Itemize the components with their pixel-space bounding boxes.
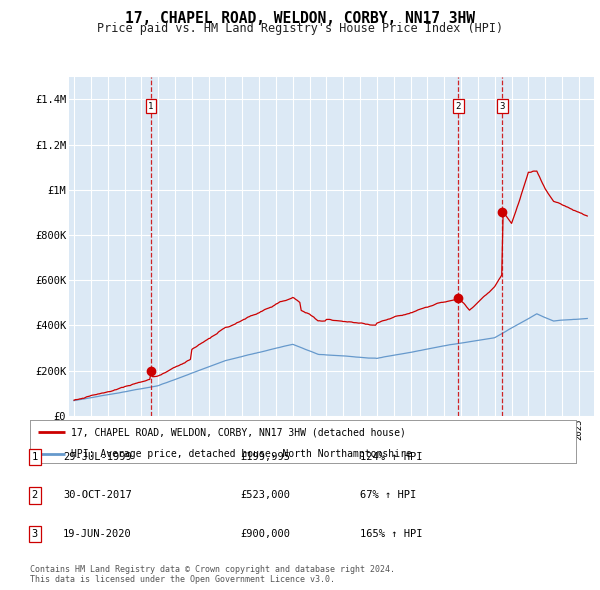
Text: 1: 1 xyxy=(32,452,38,462)
Text: Price paid vs. HM Land Registry's House Price Index (HPI): Price paid vs. HM Land Registry's House … xyxy=(97,22,503,35)
Text: 30-OCT-2017: 30-OCT-2017 xyxy=(63,490,132,500)
Text: 19-JUN-2020: 19-JUN-2020 xyxy=(63,529,132,539)
Text: 17, CHAPEL ROAD, WELDON, CORBY, NN17 3HW (detached house): 17, CHAPEL ROAD, WELDON, CORBY, NN17 3HW… xyxy=(71,427,406,437)
Text: 165% ↑ HPI: 165% ↑ HPI xyxy=(360,529,422,539)
Text: Contains HM Land Registry data © Crown copyright and database right 2024.
This d: Contains HM Land Registry data © Crown c… xyxy=(30,565,395,584)
Text: £900,000: £900,000 xyxy=(240,529,290,539)
Text: 67% ↑ HPI: 67% ↑ HPI xyxy=(360,490,416,500)
Text: 17, CHAPEL ROAD, WELDON, CORBY, NN17 3HW: 17, CHAPEL ROAD, WELDON, CORBY, NN17 3HW xyxy=(125,11,475,25)
Text: 124% ↑ HPI: 124% ↑ HPI xyxy=(360,452,422,462)
Text: 2: 2 xyxy=(455,101,461,110)
Text: HPI: Average price, detached house, North Northamptonshire: HPI: Average price, detached house, Nort… xyxy=(71,448,412,458)
Text: 29-JUL-1999: 29-JUL-1999 xyxy=(63,452,132,462)
Text: 3: 3 xyxy=(500,101,505,110)
Text: 1: 1 xyxy=(148,101,154,110)
Text: £199,995: £199,995 xyxy=(240,452,290,462)
Text: £523,000: £523,000 xyxy=(240,490,290,500)
Text: 2: 2 xyxy=(32,490,38,500)
Text: 3: 3 xyxy=(32,529,38,539)
